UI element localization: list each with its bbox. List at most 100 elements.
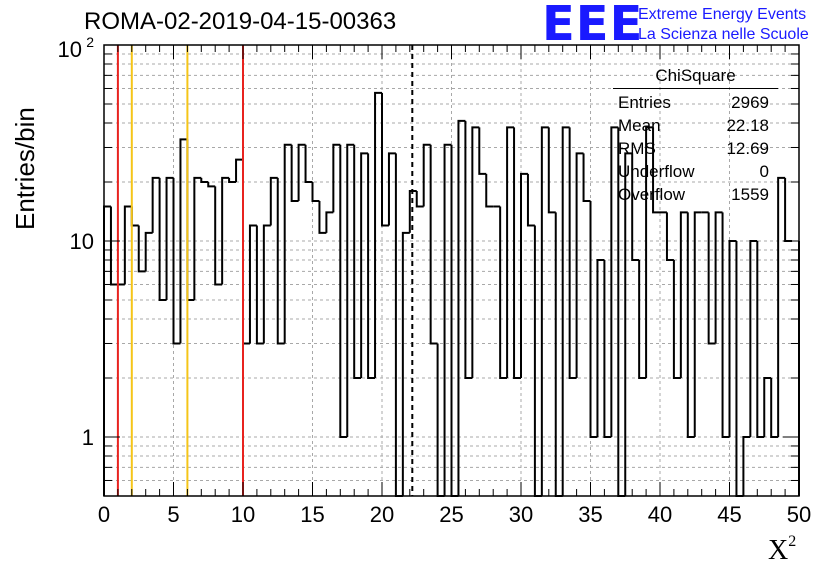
histogram-bin: [186, 139, 195, 302]
histogram-bin: [652, 127, 660, 214]
histogram-bin: [679, 211, 688, 378]
histogram-bin: [179, 138, 188, 344]
histogram-bin: [749, 239, 758, 437]
histogram-bin: [784, 177, 793, 242]
stats-box: ChiSquare Entries 2969 Mean 22.18 RMS 12.69…: [611, 66, 778, 206]
histogram-bin: [582, 153, 591, 202]
x-tick-label: 0: [98, 502, 110, 527]
histogram-bin: [693, 211, 702, 437]
histogram-bin: [193, 176, 202, 301]
axis-ticks: [103, 45, 800, 497]
histogram-bin: [443, 143, 452, 496]
histogram-bin: [554, 212, 563, 497]
stats-label: Entries: [618, 93, 671, 112]
x-tick-label: 45: [717, 502, 741, 527]
histogram-bin: [339, 144, 348, 438]
x-tick-label: 10: [231, 502, 255, 527]
histogram-bin: [742, 435, 751, 496]
x-tick-label: 20: [370, 502, 394, 527]
eee-logo: EEE Extreme Energy Events La Scienza nel…: [542, 0, 832, 52]
histogram-bin: [332, 143, 341, 213]
histogram-bin: [401, 231, 410, 496]
histogram-bin: [589, 200, 598, 438]
stats-row-underflow: Underflow 0: [611, 160, 777, 183]
stats-label: Mean: [618, 116, 661, 135]
histogram-bin: [109, 206, 118, 286]
histogram-bin: [151, 176, 160, 233]
histogram-bin: [485, 173, 494, 208]
histogram-bin: [290, 144, 299, 202]
stats-value: 12.69: [726, 139, 769, 158]
stats-row-mean: Mean 22.18: [611, 114, 777, 137]
x-axis-label-superscript: 2: [788, 533, 797, 550]
chart-title: ROMA-02-2019-04-15-00363: [84, 8, 397, 35]
stats-row-overflow: Overflow 1559: [611, 183, 777, 206]
histogram-bin: [228, 177, 237, 183]
histogram-bin: [777, 176, 786, 437]
histogram-bin: [235, 158, 243, 182]
histogram-bin: [248, 224, 257, 344]
histogram-bin: [381, 92, 389, 227]
histogram-bin: [499, 206, 508, 379]
histogram-bin: [547, 127, 556, 214]
histogram-bin: [172, 177, 181, 345]
histogram-bin: [471, 126, 480, 378]
histogram-bin: [714, 211, 723, 344]
histogram-bin: [214, 186, 223, 286]
stats-title: ChiSquare: [613, 66, 778, 89]
x-axis-label-base: X: [768, 535, 789, 566]
histogram-bin: [631, 153, 640, 261]
histogram-bin: [735, 240, 744, 497]
histogram-bin: [353, 144, 362, 379]
histogram-bin: [422, 143, 431, 207]
grid-lines: [104, 45, 799, 497]
histogram-bin: [221, 176, 230, 285]
histogram-bin: [374, 91, 382, 378]
stats-value: 2969: [731, 93, 769, 112]
histogram-bin: [450, 144, 459, 497]
histogram-bin: [130, 206, 139, 227]
histogram-bin: [297, 143, 306, 201]
eee-logo-mark: EEE: [542, 0, 644, 52]
histogram-bin: [276, 177, 285, 345]
histogram-bin: [763, 376, 772, 437]
histogram-bin: [568, 127, 577, 379]
y-tick-label-exponent: 2: [86, 34, 94, 50]
histogram-bin: [269, 176, 278, 226]
y-tick-label: 10: [70, 229, 94, 254]
histogram-bin: [394, 153, 403, 497]
histogram-bin: [436, 343, 445, 497]
histogram-bin: [464, 120, 473, 379]
x-tick-label: 35: [578, 502, 602, 527]
stats-label: Overflow: [618, 185, 686, 204]
stats-value: 1559: [731, 185, 769, 204]
stats-row-entries: Entries 2969: [611, 91, 777, 114]
stats-value: 22.18: [726, 116, 769, 135]
logo-line-2: La Scienza nelle Scuole: [638, 26, 809, 43]
histogram-bin: [304, 144, 313, 183]
histogram-bin: [360, 152, 369, 378]
histogram-bin: [158, 177, 167, 302]
histogram-bin: [533, 225, 542, 497]
x-tick-label: 25: [439, 502, 463, 527]
histogram-bin: [387, 152, 396, 226]
histogram-bin: [429, 144, 438, 345]
stats-label: Underflow: [618, 162, 695, 181]
logo-line-1: Extreme Energy Events: [638, 6, 807, 23]
y-axis-label: Entries/bin: [10, 107, 40, 230]
x-tick-label: 50: [787, 502, 811, 527]
x-tick-label: 30: [509, 502, 533, 527]
histogram-bin: [540, 126, 549, 496]
histogram-bin: [756, 240, 765, 438]
histogram-bin: [200, 177, 209, 183]
histogram-bin: [165, 176, 174, 301]
histogram-bin: [408, 189, 417, 233]
histogram-bin: [645, 126, 654, 378]
histogram-bin: [255, 225, 264, 345]
histogram-bin: [283, 143, 292, 344]
histogram-bin: [707, 212, 716, 345]
histogram-bin: [207, 181, 216, 188]
histogram-bin: [638, 259, 647, 379]
histogram-bin: [415, 190, 424, 208]
